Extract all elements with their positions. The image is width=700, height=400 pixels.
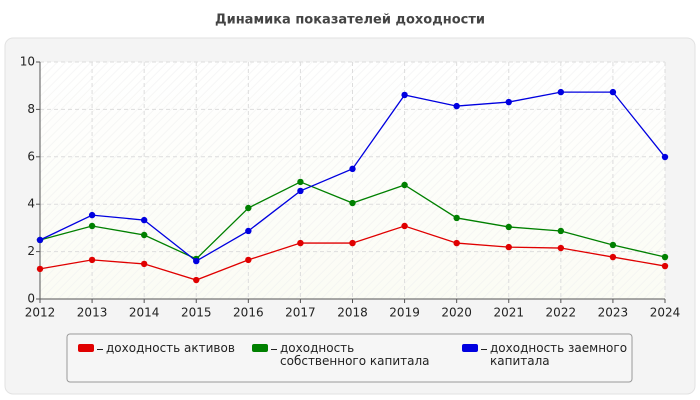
x-tick-label: 2019 — [389, 306, 420, 320]
chart-title: Динамика показателей доходности — [215, 13, 485, 28]
point — [349, 165, 356, 173]
x-tick-label: 2013 — [77, 306, 108, 320]
point — [88, 256, 96, 264]
legend-swatch — [462, 344, 478, 352]
x-tick-label: 2022 — [546, 306, 577, 320]
legend-item: доходность собственного капитала — [252, 342, 430, 368]
legend-label: доходность активов — [106, 341, 235, 355]
y-tick-label: 6 — [27, 149, 35, 163]
point — [609, 253, 617, 261]
x-tick-label: 2020 — [441, 306, 472, 320]
point — [557, 244, 565, 252]
point — [88, 211, 96, 219]
x-tick-label: 2015 — [181, 306, 212, 320]
y-tick-label: 8 — [27, 102, 35, 116]
point — [661, 253, 669, 261]
point — [453, 239, 460, 247]
x-tick-label: 2024 — [650, 306, 681, 320]
x-tick-label: 2016 — [233, 306, 264, 320]
x-tick-label: 2021 — [493, 306, 524, 320]
point — [140, 231, 148, 239]
point — [349, 199, 356, 207]
point — [505, 98, 512, 106]
point — [245, 256, 252, 264]
point — [609, 88, 617, 96]
point — [36, 265, 44, 273]
legend-swatch — [78, 344, 94, 352]
point — [505, 223, 512, 231]
x-tick-label: 2017 — [285, 306, 316, 320]
point — [36, 236, 44, 244]
x-tick-label: 2012 — [25, 306, 56, 320]
point — [349, 239, 356, 247]
legend-swatch — [252, 344, 268, 352]
point — [297, 187, 304, 195]
y-tick-label: 10 — [20, 55, 35, 69]
x-tick-label: 2023 — [598, 306, 629, 320]
point — [245, 227, 252, 235]
point — [401, 222, 408, 230]
legend-dash — [97, 349, 103, 350]
y-tick-label: 2 — [27, 244, 35, 258]
point — [88, 222, 96, 230]
legend-box — [66, 333, 633, 383]
point — [297, 239, 304, 247]
point — [557, 227, 565, 235]
point — [661, 153, 669, 161]
point — [193, 257, 200, 265]
legend-dash — [271, 349, 277, 350]
legend-label: доходность собственного капитала — [280, 341, 430, 368]
point — [245, 204, 252, 212]
point — [557, 88, 565, 96]
point — [401, 181, 408, 189]
point — [140, 216, 148, 224]
point — [609, 241, 617, 249]
y-tick-label: 4 — [27, 197, 35, 211]
point — [140, 260, 148, 268]
point — [297, 178, 304, 186]
legend-label: доходность заемного капитала — [490, 341, 628, 368]
point — [453, 214, 460, 222]
x-tick-label: 2018 — [337, 306, 368, 320]
x-tick-label: 2014 — [129, 306, 160, 320]
legend-item: доходность активов — [78, 342, 256, 355]
point — [505, 243, 512, 251]
point — [661, 262, 669, 270]
legend-item: доходность заемного капитала — [462, 342, 640, 368]
legend-dash — [481, 349, 487, 350]
y-tick-label: 0 — [27, 292, 35, 306]
point — [401, 91, 408, 99]
point — [193, 276, 200, 284]
point — [453, 102, 460, 110]
